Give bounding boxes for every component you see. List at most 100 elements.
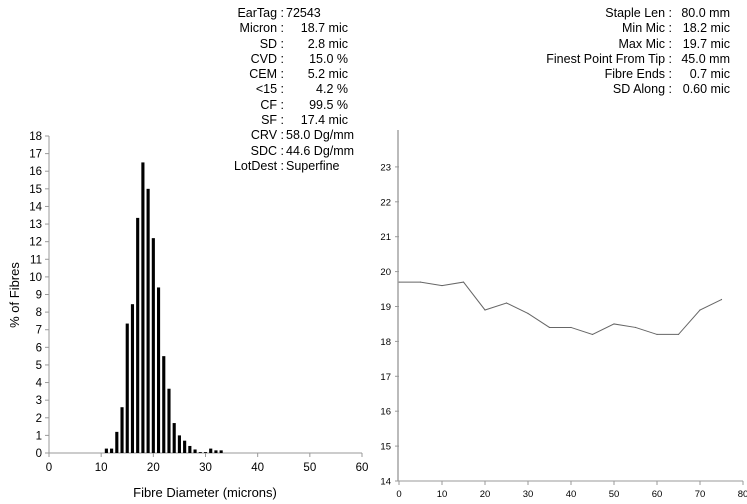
stat-value: 18.7 mic <box>300 21 348 36</box>
data-point <box>656 333 658 336</box>
y-tick-label: 22 <box>380 197 391 208</box>
stat-row: Max Mic : 19.7 mic <box>480 37 730 52</box>
stat-row: Micron : 18.7 mic <box>200 21 348 36</box>
stat-row: CVD : 15.0 % <box>200 52 348 67</box>
micron-profile-chart: 14 15 16 17 18 19 20 21 22 23 0 10 20 30 40 50 60 70 80 <box>380 130 747 500</box>
stat-row: CEM : 5.2 mic <box>200 67 348 82</box>
stat-value: 0.7 mic <box>689 67 730 82</box>
histogram-bar <box>115 431 119 453</box>
histogram-bar <box>130 304 135 453</box>
fibre-stats-panel: EarTag :72543 Micron : 18.7 mic SD : 2.8 mic… <box>200 6 354 174</box>
staple-stats-panel: Staple Len :80.0 mm Min Mic :18.2 mic Max … <box>480 6 730 98</box>
stat-label: SD Along : <box>612 82 672 97</box>
y-tick-label: 21 <box>380 232 391 243</box>
x-tick-label: 30 <box>523 489 534 500</box>
y-tick-label: 23 <box>380 162 391 173</box>
stat-row: LotDest : Superfine <box>200 159 348 174</box>
data-point <box>634 326 637 329</box>
stat-value: 17.4 mic <box>300 113 348 128</box>
stat-value: 4.2 % <box>316 82 348 97</box>
stat-label: Finest Point From Tip : <box>546 51 672 66</box>
histogram-bar <box>172 423 176 453</box>
histogram-bar <box>214 450 218 453</box>
data-point <box>548 326 551 329</box>
data-point <box>720 298 723 301</box>
histogram-bar <box>209 448 213 453</box>
y-tick-label: 7 <box>36 325 42 337</box>
y-tick-label: 20 <box>380 267 391 278</box>
y-tick-label: 0 <box>36 448 42 460</box>
stat-row: SF : 17.4 mic <box>200 113 348 128</box>
y-tick-label: 18 <box>380 337 391 348</box>
data-point <box>613 323 615 325</box>
stat-label: Max Mic : <box>618 36 672 51</box>
histogram-bar <box>146 188 150 454</box>
x-tick-label: 50 <box>609 489 620 500</box>
stat-row: Staple Len : 80.0 mm <box>480 6 730 21</box>
micron-profile-line <box>399 281 722 335</box>
x-tick-label: 60 <box>356 462 369 474</box>
y-tick-label: 18 <box>29 131 42 143</box>
histogram-bar <box>203 452 208 453</box>
stat-label: LotDest : <box>233 158 284 173</box>
y-tick-label: 3 <box>36 395 42 407</box>
data-point <box>505 302 508 304</box>
stat-value: 72543 <box>286 6 321 20</box>
x-tick-label: 40 <box>566 489 577 500</box>
histogram-bar <box>151 238 155 453</box>
stat-label: SD : <box>259 36 284 51</box>
stat-label: Micron : <box>239 21 284 36</box>
histogram-bar <box>162 356 166 453</box>
y-tick-label: 19 <box>380 302 391 313</box>
histogram-bar <box>177 435 181 453</box>
x-tick-label: 0 <box>46 462 52 474</box>
x-tick-label: 20 <box>480 489 491 500</box>
y-tick-label: 15 <box>380 442 391 453</box>
histogram-bar <box>110 448 114 453</box>
y-tick-label: 1 <box>36 430 42 442</box>
data-point <box>441 284 443 287</box>
histogram-bar <box>167 388 171 453</box>
stat-value: Superfine <box>286 158 340 173</box>
x-tick-label: 80 <box>738 489 747 500</box>
y-tick-label: 13 <box>29 219 42 231</box>
y-tick-label: 14 <box>380 477 391 488</box>
histogram-bar <box>193 449 197 453</box>
stat-row: CRV :58.0 Dg/mm <box>200 128 354 143</box>
stat-value: 15.0 % <box>309 51 348 66</box>
data-point <box>484 309 486 311</box>
data-point <box>699 309 701 311</box>
stat-label: SDC : <box>250 143 284 158</box>
y-tick-label: 14 <box>29 201 42 213</box>
y-tick-label: 5 <box>36 360 42 372</box>
y-tick-label: 10 <box>29 272 42 284</box>
stat-row: Finest Point From Tip : 45.0 mm <box>480 52 730 67</box>
x-tick-label: 30 <box>199 462 212 474</box>
data-point <box>462 281 465 283</box>
histogram-bar <box>198 452 202 453</box>
stat-row: Fibre Ends : 0.7 mic <box>480 67 730 82</box>
histogram-bar <box>219 450 223 453</box>
y-tick-label: 17 <box>380 372 391 383</box>
data-point <box>677 333 680 336</box>
histogram-bar <box>183 440 187 453</box>
y-tick-label: 9 <box>36 290 42 302</box>
histogram-bar <box>156 287 161 453</box>
stat-label: Min Mic : <box>622 21 672 36</box>
histogram-bar <box>136 217 140 453</box>
histogram-bar <box>120 407 124 453</box>
stat-label: <15 : <box>255 82 284 97</box>
stat-value: 80.0 mm <box>681 6 730 20</box>
stat-value: 99.5 % <box>309 97 348 112</box>
stat-row: SD Along : 0.60 mic <box>480 82 730 97</box>
stat-label: CF : <box>260 97 284 112</box>
stat-value: 2.8 mic <box>307 36 348 51</box>
stat-value: 5.2 mic <box>307 67 348 82</box>
histogram-y-axis-label: % of Fibres <box>7 262 22 328</box>
y-tick-label: 12 <box>29 237 42 249</box>
stat-label: CRV : <box>250 128 284 143</box>
x-tick-label: 70 <box>695 489 706 500</box>
data-point <box>527 312 529 315</box>
